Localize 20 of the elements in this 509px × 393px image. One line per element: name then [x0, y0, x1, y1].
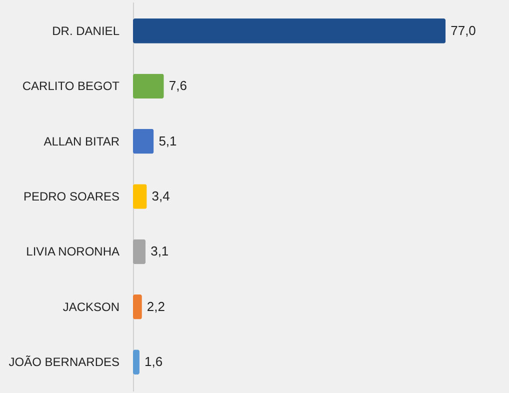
data-label: 7,6: [168, 78, 187, 94]
data-label: 3,1: [150, 244, 169, 259]
y-tick-label: PEDRO SOARES: [23, 190, 120, 204]
data-label: 77,0: [450, 22, 476, 38]
bar: [133, 74, 164, 99]
y-tick-label: ALLAN BITAR: [44, 134, 120, 148]
y-tick-label: JOÃO BERNARDES: [8, 355, 120, 370]
data-label: 2,2: [146, 298, 166, 314]
bar: [133, 294, 142, 320]
y-tick-label: LIVIA NORONHA: [26, 244, 120, 259]
bar: [133, 18, 446, 44]
data-label: 5,1: [158, 133, 177, 148]
y-tick-label: DR. DANIEL: [52, 24, 120, 38]
y-tick-label: JACKSON: [62, 300, 120, 314]
bar: [133, 128, 154, 154]
bar: [133, 184, 147, 209]
data-label: 1,6: [144, 354, 163, 370]
data-label: 3,4: [152, 188, 170, 204]
bar: [133, 239, 146, 264]
y-tick-label: CARLITO BEGOT: [22, 79, 120, 94]
